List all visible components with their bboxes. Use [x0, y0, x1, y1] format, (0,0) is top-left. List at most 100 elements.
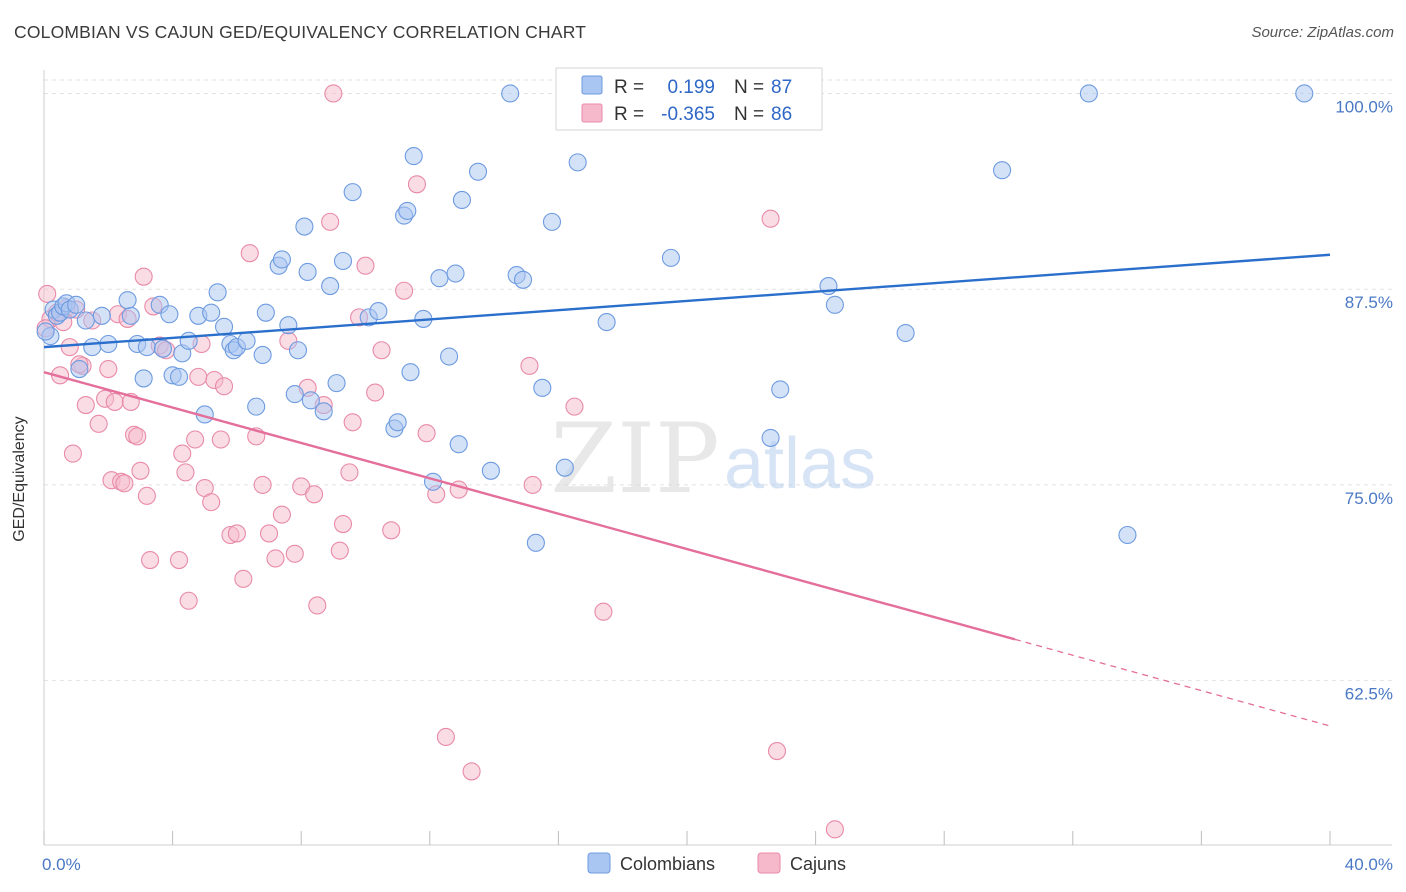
colombian-point-47: [327, 374, 346, 393]
cajun-trend-line: [43, 371, 1016, 641]
colombian-point-77: [761, 428, 780, 447]
cajun-point-16: [105, 392, 124, 411]
colombian-point-45: [314, 402, 333, 421]
cajun-point-50: [272, 505, 291, 524]
cajun-point-49: [266, 549, 285, 568]
cajun-point-78: [594, 602, 613, 621]
cajun-point-64: [356, 256, 375, 275]
x-tick-label-1: 40.0%: [1345, 855, 1393, 874]
colombian-point-61: [440, 347, 459, 366]
legend: R = 0.199 N = 87 R = -0.365 N = 86: [555, 67, 823, 131]
colombian-point-51: [369, 302, 388, 321]
cajun-point-14: [99, 359, 118, 379]
legend-r-value-2: -0.365: [661, 104, 715, 125]
colombian-point-66: [481, 461, 500, 480]
legend-r-label-1: R =: [614, 77, 644, 98]
cajun-point-27: [141, 551, 160, 570]
cajun-point-6: [60, 338, 79, 357]
colombian-point-60: [430, 269, 449, 288]
cajun-trend-extension: [1014, 638, 1331, 727]
cajun-point-47: [253, 475, 272, 494]
colombian-point-35: [253, 345, 272, 364]
colombian-point-63: [449, 435, 468, 454]
colombian-point-24: [179, 331, 198, 350]
colombian-point-53: [388, 413, 407, 432]
cajun-point-44: [234, 569, 253, 588]
legend-r-value-1: 0.199: [667, 77, 715, 98]
watermark: ZIP atlas: [550, 403, 876, 515]
colombian-point-84: [1118, 525, 1137, 545]
legend-n-value-2: 86: [771, 104, 792, 125]
bottom-swatch-cajuns: [757, 852, 781, 874]
colombian-point-56: [401, 363, 420, 382]
cajun-point-75: [520, 356, 539, 375]
cajun-point-76: [523, 475, 542, 494]
cajun-point-19: [115, 474, 134, 493]
colombian-point-80: [825, 295, 844, 314]
cajun-point-60: [330, 541, 349, 560]
cajun-point-40: [211, 430, 230, 449]
cajun-point-34: [179, 591, 198, 610]
colombian-point-70: [526, 533, 545, 552]
cajun-point-48: [259, 524, 279, 543]
colombian-point-14: [118, 291, 137, 310]
x-tick-labels: 0.0% 40.0%: [42, 855, 1393, 874]
colombian-point-41: [288, 341, 308, 360]
colombian-point-38: [272, 250, 291, 269]
cajun-point-36: [189, 367, 208, 386]
cajun-point-85: [343, 413, 362, 432]
colombian-point-82: [993, 161, 1012, 180]
legend-r-label-2: R =: [614, 104, 644, 125]
watermark-zip: ZIP: [550, 403, 719, 515]
bottom-label-cajuns: Cajuns: [790, 854, 846, 874]
bottom-label-colombians: Colombians: [620, 854, 715, 874]
cajuns-points: [36, 84, 844, 839]
cajun-point-68: [395, 281, 414, 300]
colombian-point-74: [568, 153, 587, 172]
legend-n-value-1: 87: [771, 77, 792, 98]
cajun-point-79: [761, 209, 780, 228]
cajun-point-25: [134, 267, 153, 286]
y-tick-label-1: 87.5%: [1345, 293, 1393, 312]
colombian-point-71: [533, 378, 552, 397]
cajun-point-61: [333, 514, 353, 534]
colombian-point-85: [1295, 84, 1314, 103]
cajun-point-70: [417, 424, 436, 443]
colombian-point-43: [298, 262, 317, 282]
cajun-point-59: [324, 84, 343, 103]
colombian-point-83: [1079, 84, 1098, 103]
cajun-point-77: [565, 397, 584, 416]
cajun-point-45: [240, 244, 259, 263]
cajun-point-24: [131, 461, 150, 480]
colombian-point-62: [446, 264, 465, 283]
cajun-point-74: [462, 762, 481, 781]
colombian-point-69: [513, 270, 533, 289]
cajun-point-33: [176, 463, 195, 482]
legend-n-label-1: N =: [734, 77, 764, 98]
trend-lines: [43, 253, 1331, 727]
y-tick-labels: 100.0% 87.5% 75.0% 62.5%: [1335, 97, 1393, 703]
cajun-point-81: [825, 820, 844, 839]
colombian-point-67: [501, 84, 520, 103]
colombian-point-81: [896, 323, 915, 343]
cajun-point-67: [382, 521, 401, 540]
x-tick-label-0: 0.0%: [42, 855, 81, 874]
grid-lines: [44, 79, 1392, 682]
cajun-point-55: [305, 485, 324, 504]
colombian-point-57: [404, 147, 423, 166]
y-tick-label-2: 75.0%: [1345, 489, 1393, 508]
colombian-point-27: [202, 303, 221, 322]
watermark-atlas: atlas: [724, 424, 876, 504]
bottom-swatch-colombians: [587, 852, 611, 874]
colombian-point-48: [333, 251, 353, 271]
colombian-point-42: [295, 217, 314, 236]
colombian-trend-line: [43, 253, 1331, 349]
colombian-point-55: [398, 201, 417, 220]
source-label: Source: ZipAtlas.com: [1251, 24, 1394, 41]
colombian-point-13: [121, 306, 140, 325]
cajun-point-0: [38, 284, 57, 303]
cajun-point-62: [340, 463, 359, 482]
cajun-point-65: [366, 383, 385, 402]
y-tick-label-0: 100.0%: [1335, 97, 1393, 116]
cajun-point-38: [202, 493, 221, 512]
